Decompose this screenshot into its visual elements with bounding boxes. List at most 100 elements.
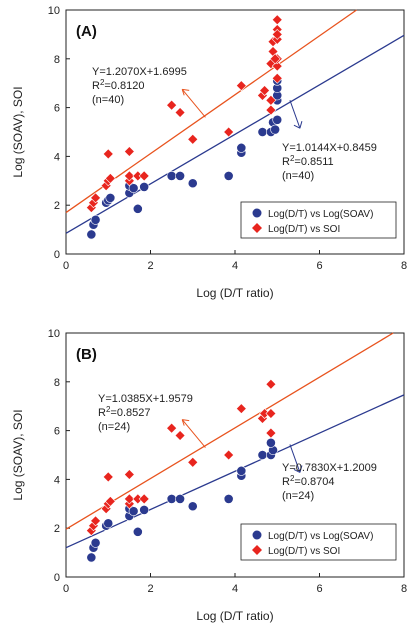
data-point-diamond xyxy=(235,80,247,92)
data-point-diamond xyxy=(174,430,186,441)
data-point-circle xyxy=(270,124,281,135)
data-point-circle xyxy=(128,506,139,517)
data-point-diamond xyxy=(138,170,150,182)
data-point-circle xyxy=(223,171,234,181)
y-tick-label: 8 xyxy=(54,54,60,66)
y-tick-label: 2 xyxy=(54,200,60,212)
red-r2: R2=0.8527 xyxy=(98,405,150,419)
data-point-circle xyxy=(90,537,101,548)
blue-arrow-head xyxy=(293,121,303,129)
data-point-circle xyxy=(272,114,283,125)
panel-label: (A) xyxy=(76,23,97,40)
red-n: (n=24) xyxy=(98,421,130,433)
data-point-diamond xyxy=(166,99,178,111)
data-point-diamond xyxy=(123,493,135,505)
data-point-diamond xyxy=(123,469,135,480)
r2-label: R xyxy=(98,407,106,419)
y-tick-label: 0 xyxy=(54,249,60,261)
r2-superscript: 2 xyxy=(106,405,111,414)
legend-entry-soav: Log(D/T) vs Log(SOAV) xyxy=(268,531,373,542)
red-arrow-head xyxy=(181,88,190,96)
x-tick-label: 6 xyxy=(316,583,322,595)
data-point-diamond xyxy=(138,493,150,505)
data-point-diamond xyxy=(265,94,277,106)
legend-circle-marker xyxy=(252,208,262,218)
data-point-circle xyxy=(132,526,143,537)
data-point-circle xyxy=(175,494,185,504)
data-point-diamond xyxy=(271,60,283,72)
data-point-diamond xyxy=(104,495,116,507)
red-equation: Y=1.2070X+1.6995 xyxy=(92,66,187,78)
x-tick-label: 4 xyxy=(232,260,238,272)
chart-panel-a: 0 2 4 6 8 0 2 4 6 8 10 (A) Log (D/T ratio) Log (SO… xyxy=(11,5,407,300)
blue-r2: R2=0.8704 xyxy=(282,474,334,488)
y-tick-label: 10 xyxy=(48,328,60,340)
red-annotation-arrow xyxy=(181,419,206,448)
data-point-diamond xyxy=(265,378,277,390)
blue-equation: Y=0.7830X+1.2009 xyxy=(282,462,377,474)
data-point-circle xyxy=(236,142,247,153)
data-point-circle xyxy=(187,178,198,189)
data-point-circle xyxy=(139,181,150,192)
chart-panel-b: 0 2 4 6 8 0 2 4 6 8 10 (B) Log (D/T ratio) Log (SO… xyxy=(11,328,407,623)
data-point-diamond xyxy=(259,85,270,96)
data-point-circle xyxy=(90,214,101,225)
legend-diamond-marker xyxy=(252,223,262,233)
data-point-diamond xyxy=(90,192,101,204)
x-axis-label: Log (D/T ratio) xyxy=(196,609,273,623)
legend-entry-soi: Log(D/T) vs SOI xyxy=(268,224,340,235)
data-point-diamond xyxy=(271,14,283,26)
data-point-circle xyxy=(187,501,198,512)
data-point-circle xyxy=(86,229,97,240)
red-annotation-arrow xyxy=(181,89,206,118)
blue-annotation-arrow xyxy=(289,100,301,129)
regression-line xyxy=(65,394,405,549)
y-tick-label: 6 xyxy=(54,426,60,438)
r2-label: R xyxy=(92,80,100,92)
r2-superscript: 2 xyxy=(290,154,295,163)
r2-value: =0.8704 xyxy=(294,476,334,488)
legend-circle-marker xyxy=(252,530,262,540)
r2-label: R xyxy=(282,476,290,488)
red-arrow-head xyxy=(181,419,190,426)
legend-entry-soav: Log(D/T) vs Log(SOAV) xyxy=(268,209,373,220)
data-point-circle xyxy=(132,203,143,214)
legend: Log(D/T) vs Log(SOAV) Log(D/T) vs SOI xyxy=(240,523,397,561)
y-axis-label: Log (SOAV), SOI xyxy=(11,409,25,500)
x-tick-label: 0 xyxy=(63,583,69,595)
r2-value: =0.8527 xyxy=(110,407,150,419)
red-n: (n=40) xyxy=(92,94,124,106)
legend: Log(D/T) vs Log(SOAV) Log(D/T) vs SOI xyxy=(240,201,397,239)
data-point-diamond xyxy=(90,515,101,527)
legend-box xyxy=(240,201,397,239)
regression-line xyxy=(65,34,405,234)
data-point-diamond xyxy=(102,148,114,160)
r2-superscript: 2 xyxy=(290,474,295,483)
data-point-diamond xyxy=(187,133,199,145)
r2-value: =0.8120 xyxy=(104,80,144,92)
data-point-circle xyxy=(236,465,247,476)
blue-r2: R2=0.8511 xyxy=(282,154,334,168)
r2-label: R xyxy=(282,156,290,168)
y-tick-label: 8 xyxy=(54,377,60,389)
blue-annotation-arrow xyxy=(289,444,301,473)
data-point-diamond xyxy=(271,72,283,84)
data-point-circle xyxy=(86,552,97,563)
data-point-circle xyxy=(175,171,185,181)
regression-line xyxy=(65,332,394,530)
x-tick-label: 8 xyxy=(401,583,407,595)
data-point-diamond xyxy=(269,53,281,65)
data-point-circle xyxy=(266,437,276,448)
x-tick-label: 2 xyxy=(147,583,153,595)
data-point-circle xyxy=(166,494,177,504)
data-point-circle xyxy=(128,183,139,194)
blue-n: (n=24) xyxy=(282,490,314,502)
legend-entry-soi: Log(D/T) vs SOI xyxy=(268,546,340,557)
legend-box xyxy=(240,523,397,561)
data-point-circle xyxy=(139,504,150,515)
x-axis-label: Log (D/T ratio) xyxy=(196,286,273,300)
data-point-diamond xyxy=(174,107,186,118)
y-tick-label: 4 xyxy=(54,151,60,163)
x-tick-label: 8 xyxy=(401,260,407,272)
y-tick-label: 4 xyxy=(54,474,60,486)
